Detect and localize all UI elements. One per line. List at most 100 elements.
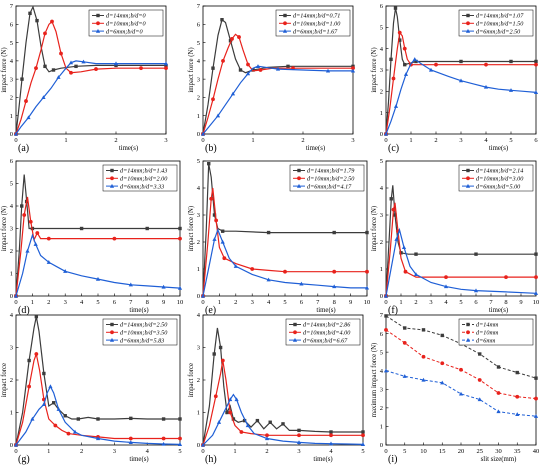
data-point xyxy=(496,409,501,414)
y-tick-label: 4 xyxy=(197,185,201,192)
data-point xyxy=(360,442,366,446)
x-tick-label: 5 xyxy=(96,299,99,306)
data-point xyxy=(534,62,538,67)
series-line xyxy=(15,385,181,446)
y-tick-label: 4 xyxy=(197,312,201,319)
data-point xyxy=(74,64,78,69)
data-point xyxy=(220,239,225,244)
legend: d=14mm;b/d=2.14d=10mm;b/d=3.00d=6mm;b/d=… xyxy=(458,164,534,192)
x-tick-label: 6 xyxy=(113,299,117,306)
data-point xyxy=(231,417,236,421)
data-point xyxy=(35,231,40,235)
data-point xyxy=(496,391,501,395)
x-tick-label: 15 xyxy=(439,448,446,455)
data-point xyxy=(459,367,463,372)
data-point xyxy=(361,433,365,438)
series-line xyxy=(385,370,537,417)
legend: d=14mm;b/d=1.43d=10mm;b/d=2.00d=6mm;b/d=… xyxy=(102,164,178,192)
legend-entry: d=6mm;b/d=5.83 xyxy=(120,337,164,344)
y-tick-label: 0 xyxy=(10,131,13,138)
data-point xyxy=(51,68,56,72)
x-tick-label: 9 xyxy=(162,299,165,306)
data-point xyxy=(220,18,224,22)
data-point xyxy=(94,67,98,71)
x-tick-label: 2 xyxy=(234,299,237,306)
y-tick-label: 3 xyxy=(10,226,13,233)
legend-entry: d=14mm;b/d=2.50 xyxy=(120,322,168,329)
data-point xyxy=(13,442,19,447)
data-point xyxy=(63,269,68,273)
data-point xyxy=(22,213,27,217)
legend-marker xyxy=(283,13,287,18)
data-point xyxy=(95,436,101,441)
data-point xyxy=(220,229,225,233)
x-tick-label: 1 xyxy=(31,299,34,306)
series-blue xyxy=(13,59,169,136)
data-point xyxy=(43,31,47,36)
series-red xyxy=(14,196,182,298)
data-point xyxy=(177,285,183,290)
series-line xyxy=(15,196,180,297)
legend-entry: d=14mm;b/d=1.43 xyxy=(120,168,167,175)
data-point xyxy=(393,6,398,10)
y-tick-label: 3 xyxy=(197,76,200,83)
x-axis-label: time(s) xyxy=(119,145,138,152)
data-point xyxy=(443,284,449,289)
legend-marker xyxy=(96,21,100,26)
data-point xyxy=(72,429,78,434)
data-point xyxy=(213,394,218,399)
data-point xyxy=(228,410,233,415)
x-tick-label: 35 xyxy=(514,448,521,455)
data-point xyxy=(402,374,407,378)
x-tick-label: 3 xyxy=(113,448,116,455)
series-line xyxy=(385,58,537,135)
data-point xyxy=(25,248,30,253)
data-point xyxy=(178,436,182,441)
legend-marker xyxy=(282,28,288,33)
series-red xyxy=(201,187,369,298)
data-point xyxy=(161,417,166,421)
y-axis-label: impact force (N) xyxy=(371,206,378,251)
y-tick-label: 4 xyxy=(10,203,14,210)
y-tick-label: 3 xyxy=(10,76,13,83)
data-point xyxy=(515,370,519,375)
data-point xyxy=(533,291,539,295)
data-point xyxy=(212,213,217,217)
series-red xyxy=(384,30,538,136)
data-point xyxy=(332,269,337,274)
legend-marker xyxy=(466,21,470,26)
y-tick-label: 0 xyxy=(380,131,383,138)
y-tick-label: 4 xyxy=(10,312,14,319)
series-blue xyxy=(383,368,539,418)
legend: d=14mm;b/d=2.86d=10mm;b/d=4.00d=6mm;b/d=… xyxy=(285,318,361,346)
data-point xyxy=(401,245,407,249)
x-axis-label: time(s) xyxy=(313,456,332,463)
data-point xyxy=(383,131,389,136)
y-tick-label: 2 xyxy=(197,377,200,384)
data-point xyxy=(393,213,397,217)
series-line xyxy=(385,7,536,135)
data-point xyxy=(48,384,53,389)
legend-marker xyxy=(292,337,298,342)
data-point xyxy=(515,394,520,399)
legend: d=14mm;b/d=1.79d=10mm;b/d=2.50d=6mm;b/d=… xyxy=(289,164,365,192)
data-point xyxy=(28,11,32,16)
data-point xyxy=(515,412,520,416)
legend-entry: d=10mm;b/d=3.50 xyxy=(120,330,168,337)
data-point xyxy=(209,196,214,201)
data-point xyxy=(20,204,24,208)
data-point xyxy=(250,267,255,271)
data-point xyxy=(403,326,407,330)
y-tick-label: 1 xyxy=(380,110,383,117)
series-blue xyxy=(13,384,183,447)
data-point xyxy=(394,237,399,241)
x-tick-label: 0 xyxy=(384,137,387,144)
data-point xyxy=(365,230,369,235)
data-point xyxy=(534,275,538,279)
legend-marker xyxy=(465,337,471,342)
legend-marker xyxy=(293,322,297,327)
legend-marker xyxy=(110,168,114,173)
x-tick-label: 9 xyxy=(349,299,352,306)
y-tick-label: 1 xyxy=(10,113,13,120)
